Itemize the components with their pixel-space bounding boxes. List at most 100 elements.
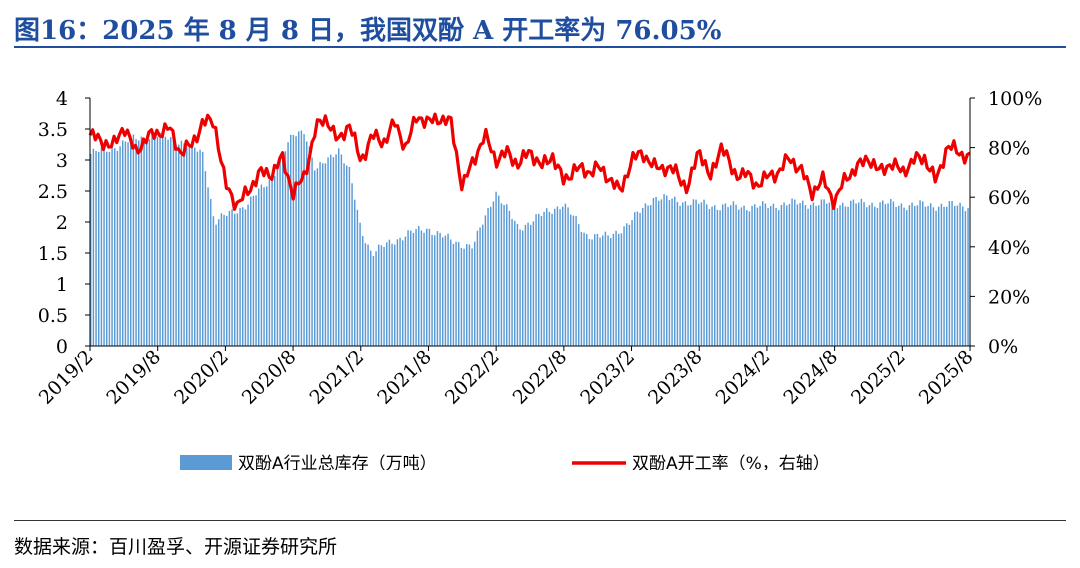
inventory-bar xyxy=(762,201,764,346)
inventory-bar xyxy=(332,157,335,346)
inventory-bar xyxy=(695,199,697,346)
inventory-bar xyxy=(687,205,689,346)
inventory-bar xyxy=(647,205,649,346)
inventory-bar xyxy=(140,136,143,346)
inventory-bar xyxy=(330,154,332,346)
right-tick-label: 40% xyxy=(988,237,1030,259)
inventory-bar xyxy=(927,205,929,346)
inventory-bar xyxy=(231,209,233,346)
inventory-bar xyxy=(932,207,935,346)
inventory-bar xyxy=(730,205,732,346)
inventory-bar xyxy=(162,131,164,346)
inventory-bar xyxy=(442,237,444,346)
inventory-bar xyxy=(788,203,791,346)
inventory-bar xyxy=(287,142,289,346)
inventory-bar xyxy=(724,203,727,346)
inventory-bar xyxy=(794,199,796,346)
inventory-bar xyxy=(863,202,865,346)
inventory-bar xyxy=(671,198,673,346)
inventory-bar xyxy=(434,235,436,346)
inventory-bar xyxy=(519,229,521,346)
inventory-bar xyxy=(124,141,127,346)
inventory-bar xyxy=(858,202,860,346)
inventory-bar xyxy=(212,216,215,346)
inventory-bar xyxy=(436,231,439,346)
inventory-bar xyxy=(812,202,815,346)
inventory-bar xyxy=(308,146,311,346)
inventory-bar xyxy=(575,216,577,346)
inventory-bar xyxy=(343,163,345,346)
inventory-bar xyxy=(860,198,863,346)
inventory-bar xyxy=(202,151,204,346)
x-tick-label: 2022/8 xyxy=(509,346,572,409)
inventory-bar xyxy=(634,212,636,346)
left-tick-label: 2.5 xyxy=(38,181,68,203)
inventory-bar xyxy=(727,207,729,346)
inventory-bar xyxy=(852,199,855,346)
inventory-bar xyxy=(855,203,857,346)
inventory-bar xyxy=(930,203,932,346)
inventory-bar xyxy=(300,130,303,346)
inventory-bar xyxy=(658,200,660,346)
inventory-bar xyxy=(322,163,324,346)
inventory-bar xyxy=(372,255,375,346)
inventory-bar xyxy=(351,183,353,346)
inventory-bar xyxy=(250,196,252,346)
inventory-bar xyxy=(292,134,295,346)
inventory-bar xyxy=(551,213,553,346)
inventory-bar xyxy=(626,223,628,346)
inventory-bar xyxy=(818,205,820,346)
inventory-bar xyxy=(834,203,836,346)
right-tick-label: 0% xyxy=(988,336,1018,358)
inventory-bar xyxy=(596,233,599,346)
inventory-bar xyxy=(386,242,388,346)
inventory-bar xyxy=(319,162,321,346)
inventory-bar xyxy=(815,205,817,346)
inventory-bar xyxy=(204,171,207,346)
inventory-bar xyxy=(759,205,761,346)
right-tick-label: 100% xyxy=(988,88,1042,110)
inventory-bar xyxy=(274,175,276,346)
inventory-bar xyxy=(847,206,849,346)
inventory-bar xyxy=(639,212,641,346)
x-tick-label: 2023/8 xyxy=(644,346,707,409)
chart: 00.511.522.533.540%20%40%60%80%100%2019/… xyxy=(35,88,1042,470)
inventory-bar xyxy=(474,241,476,346)
inventory-bar xyxy=(199,149,201,346)
inventory-bar xyxy=(655,196,657,346)
inventory-bar xyxy=(612,233,615,346)
inventory-bar xyxy=(375,251,377,346)
inventory-bar xyxy=(340,154,343,346)
inventory-bar xyxy=(738,209,740,346)
inventory-bar xyxy=(823,199,825,346)
inventory-bar xyxy=(106,151,108,346)
inventory-bar xyxy=(676,201,679,346)
inventory-bar xyxy=(959,202,961,346)
x-tick-label: 2023/2 xyxy=(576,346,639,409)
inventory-bar xyxy=(167,139,169,346)
inventory-bar xyxy=(239,207,241,346)
inventory-bar xyxy=(258,188,260,346)
inventory-bar xyxy=(508,210,511,346)
inventory-bar xyxy=(103,146,105,346)
inventory-bar xyxy=(450,239,452,346)
x-tick-label: 2021/8 xyxy=(373,346,436,409)
inventory-bar xyxy=(311,157,313,346)
inventory-bar xyxy=(522,230,524,346)
inventory-bar xyxy=(679,205,681,346)
inventory-bar xyxy=(186,147,188,346)
inventory-bar xyxy=(938,206,940,346)
inventory-bar xyxy=(871,202,873,346)
inventory-bar xyxy=(836,208,839,346)
inventory-bar xyxy=(418,226,420,346)
inventory-bar xyxy=(316,168,319,346)
inventory-bar xyxy=(460,247,463,346)
right-tick-label: 20% xyxy=(988,286,1030,308)
inventory-bar xyxy=(495,191,497,346)
inventory-bar xyxy=(783,202,785,346)
inventory-bar xyxy=(719,210,721,346)
utilization-line xyxy=(88,112,971,211)
inventory-bar xyxy=(650,205,652,346)
inventory-bar xyxy=(463,248,465,346)
inventory-bar xyxy=(756,207,759,346)
